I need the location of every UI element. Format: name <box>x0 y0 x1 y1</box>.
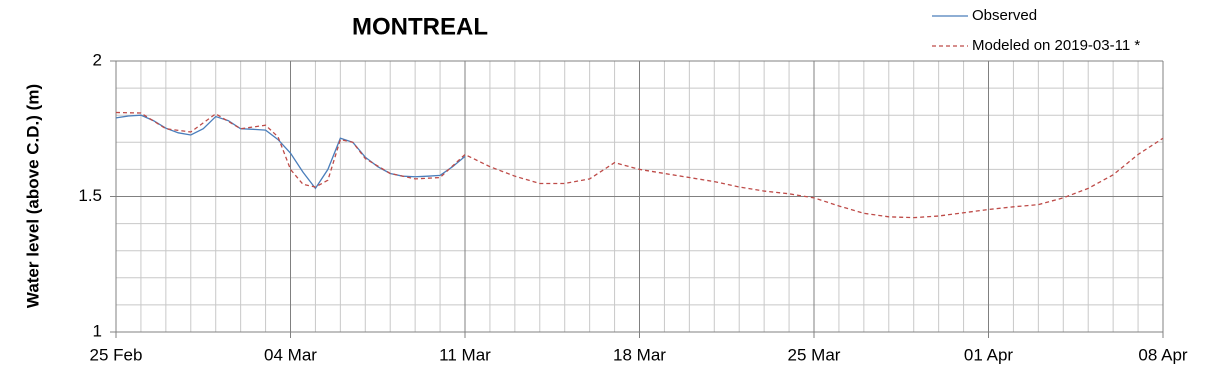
y-tick-label: 1 <box>93 321 102 340</box>
series-line <box>115 114 466 190</box>
x-tick-label: 04 Mar <box>264 345 317 364</box>
y-axis-label: Water level (above C.D.) (m) <box>23 84 42 308</box>
series-line <box>115 111 1164 219</box>
y-tick-label: 2 <box>93 50 102 69</box>
y-tick-label: 1.5 <box>78 186 102 205</box>
x-tick-label: 08 Apr <box>1138 345 1187 364</box>
legend-label: Modeled on 2019-03-11 * <box>972 37 1140 54</box>
legend-label: Observed <box>972 7 1037 24</box>
x-tick-label: 11 Mar <box>439 345 491 364</box>
x-tick-label: 25 Mar <box>788 345 841 364</box>
x-tick-label: 01 Apr <box>964 345 1013 364</box>
chart-title: MONTREAL <box>352 13 488 40</box>
x-tick-label: 18 Mar <box>613 345 666 364</box>
x-tick-label: 25 Feb <box>90 345 143 364</box>
